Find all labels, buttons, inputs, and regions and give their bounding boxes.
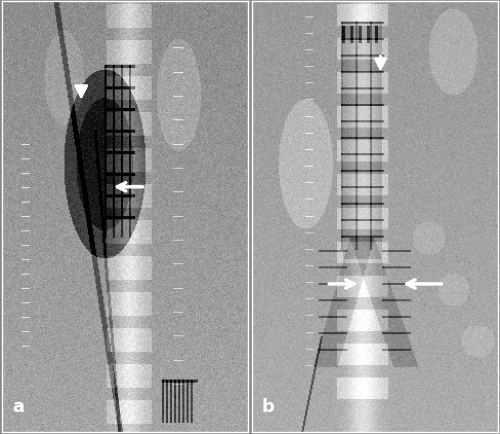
Text: a: a [12,397,24,415]
Text: b: b [262,397,274,415]
